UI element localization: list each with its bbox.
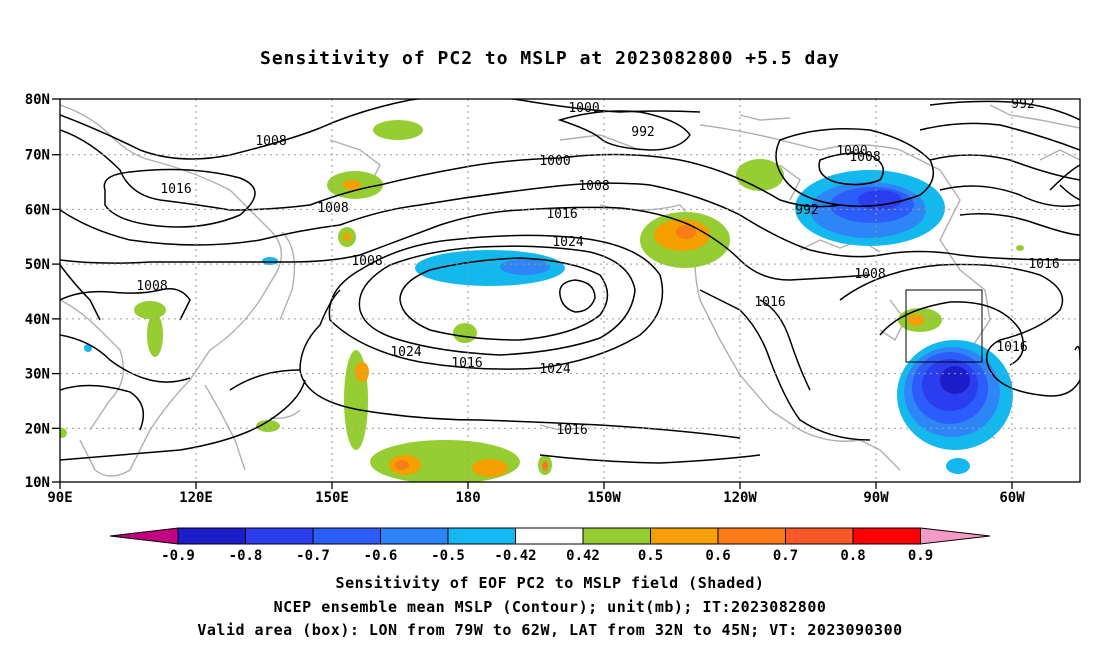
contour-label: 992 (795, 203, 818, 218)
contour-label: 992 (631, 125, 654, 140)
colorbar-box (650, 527, 719, 545)
lon-label: 90W (863, 490, 889, 506)
contour-label: 1000 (836, 144, 867, 159)
colorbar-box (245, 527, 314, 545)
colorbar-box (785, 527, 854, 545)
colorbar-label: 0.42 (566, 548, 600, 564)
figure-title: Sensitivity of PC2 to MSLP at 2023082800… (259, 48, 840, 69)
contour-label: 1008 (317, 201, 348, 216)
contour-label: 1016 (996, 340, 1027, 355)
axis-ticks (52, 98, 1013, 489)
contour-label: 1000 (539, 154, 570, 169)
colorbar-box (582, 527, 651, 545)
contour-label: 1024 (390, 345, 421, 360)
contour-label: 1008 (854, 267, 885, 282)
colorbar-box (312, 527, 381, 545)
colorbar-box (177, 527, 246, 545)
contour-label: 1016 (160, 182, 191, 197)
colorbar-label: -0.9 (161, 548, 195, 564)
colorbar-label: 0.5 (638, 548, 663, 564)
caption-line-3: Valid area (box): LON from 79W to 62W, L… (197, 621, 903, 639)
lat-label: 70N (25, 148, 50, 164)
lon-label: 90E (47, 490, 72, 506)
caption-line-2: NCEP ensemble mean MSLP (Contour); unit(… (273, 598, 827, 616)
positive-sensitivity-shading (60, 120, 1024, 482)
colorbar (109, 527, 991, 545)
colorbar-label: 0.7 (773, 548, 798, 564)
colorbar-right-tip (920, 527, 991, 545)
contour-label: 1008 (136, 279, 167, 294)
lon-label: 180 (455, 490, 480, 506)
graticule (60, 99, 1080, 482)
contour-label: 1016 (556, 423, 587, 438)
latitude-labels: 80N 70N 60N 50N 40N 30N 20N 10N (25, 92, 50, 491)
lat-label: 80N (25, 92, 50, 108)
colorbar-label: -0.8 (229, 548, 263, 564)
colorbar-label: -0.42 (494, 548, 536, 564)
valid-area-box (905, 289, 983, 363)
lat-label: 50N (25, 257, 50, 273)
colorbar-label: -0.7 (296, 548, 330, 564)
contour-label: 1016 (1028, 257, 1059, 272)
colorbar-left-tip (109, 527, 179, 545)
longitude-labels: 90E 120E 150E 180 150W 120W 90W 60W (47, 490, 1025, 506)
contour-label: 992 (1011, 97, 1034, 112)
lat-label: 20N (25, 421, 50, 437)
colorbar-box (717, 527, 786, 545)
map-frame (59, 98, 1081, 483)
colorbar-box (515, 527, 584, 545)
caption-line-1: Sensitivity of EOF PC2 to MSLP field (Sh… (335, 574, 765, 592)
lon-label: 120W (723, 490, 757, 506)
contour-label: 1016 (451, 356, 482, 371)
negative-sensitivity-shading (84, 170, 1013, 474)
contour-label: 1016 (754, 295, 785, 310)
lon-label: 150W (587, 490, 621, 506)
colorbar-label: 0.9 (908, 548, 933, 564)
lat-label: 40N (25, 312, 50, 328)
colorbar-box (380, 527, 449, 545)
contour-label: 1000 (568, 101, 599, 116)
colorbar-box (447, 527, 516, 545)
contour-label: 1016 (546, 207, 577, 222)
mslp-contours (60, 99, 1080, 464)
lat-label: 10N (25, 475, 50, 491)
contour-label: 1008 (351, 254, 382, 269)
lon-label: 60W (999, 490, 1025, 506)
colorbar-label: -0.6 (364, 548, 398, 564)
contour-label: 1024 (552, 235, 583, 250)
lat-label: 30N (25, 367, 50, 383)
colorbar-label: 0.8 (840, 548, 865, 564)
colorbar-box (852, 527, 921, 545)
colorbar-labels: -0.9 -0.8 -0.7 -0.6 -0.5 -0.42 0.42 0.5 … (161, 548, 933, 564)
contour-label: 1008 (578, 179, 609, 194)
contour-label: 1008 (849, 150, 880, 165)
contour-label: 1024 (539, 362, 570, 377)
contour-label: 1008 (255, 134, 286, 149)
colorbar-label: 0.6 (705, 548, 730, 564)
lon-label: 150E (315, 490, 349, 506)
lat-label: 60N (25, 202, 50, 218)
lon-label: 120E (179, 490, 213, 506)
colorbar-label: -0.5 (431, 548, 465, 564)
contour-label-group: 1000 992 992 1008 1000 1016 1008 1000 10… (136, 97, 1059, 438)
